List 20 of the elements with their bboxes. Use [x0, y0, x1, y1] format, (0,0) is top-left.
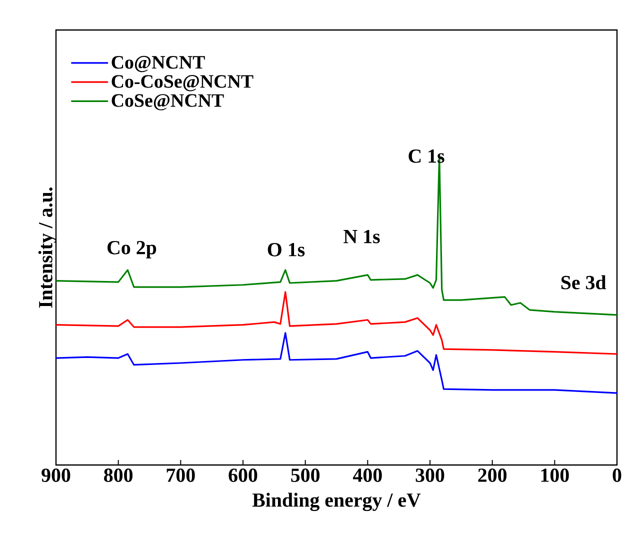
x-tick-label: 700: [166, 468, 195, 482]
x-tick-label: 900: [42, 468, 70, 482]
legend-label: Co@NCNT: [112, 56, 205, 72]
annotation: N 1s: [344, 230, 380, 244]
x-tick-label: 400: [352, 468, 382, 482]
annotation: Co 2p: [108, 240, 156, 258]
y-axis-title: Intensity / a.u.: [38, 187, 56, 308]
x-tick-label: 0: [612, 468, 622, 482]
legend-label: CoSe@NCNT: [112, 94, 224, 110]
x-tick-label: 300: [416, 468, 444, 482]
x-axis-title: Binding energy / eV: [252, 492, 421, 512]
legend-label: Co-CoSe@NCNT: [112, 75, 254, 92]
annotation: O 1s: [268, 242, 305, 256]
annotation: Se 3d: [561, 275, 606, 290]
x-tick-label: 600: [228, 468, 258, 482]
x-tick-label: 100: [541, 468, 569, 482]
x-tick-label: 500: [291, 468, 320, 482]
x-tick-label: 200: [478, 468, 507, 482]
x-tick-label: 800: [104, 468, 133, 482]
annotation: C 1s: [408, 149, 444, 163]
